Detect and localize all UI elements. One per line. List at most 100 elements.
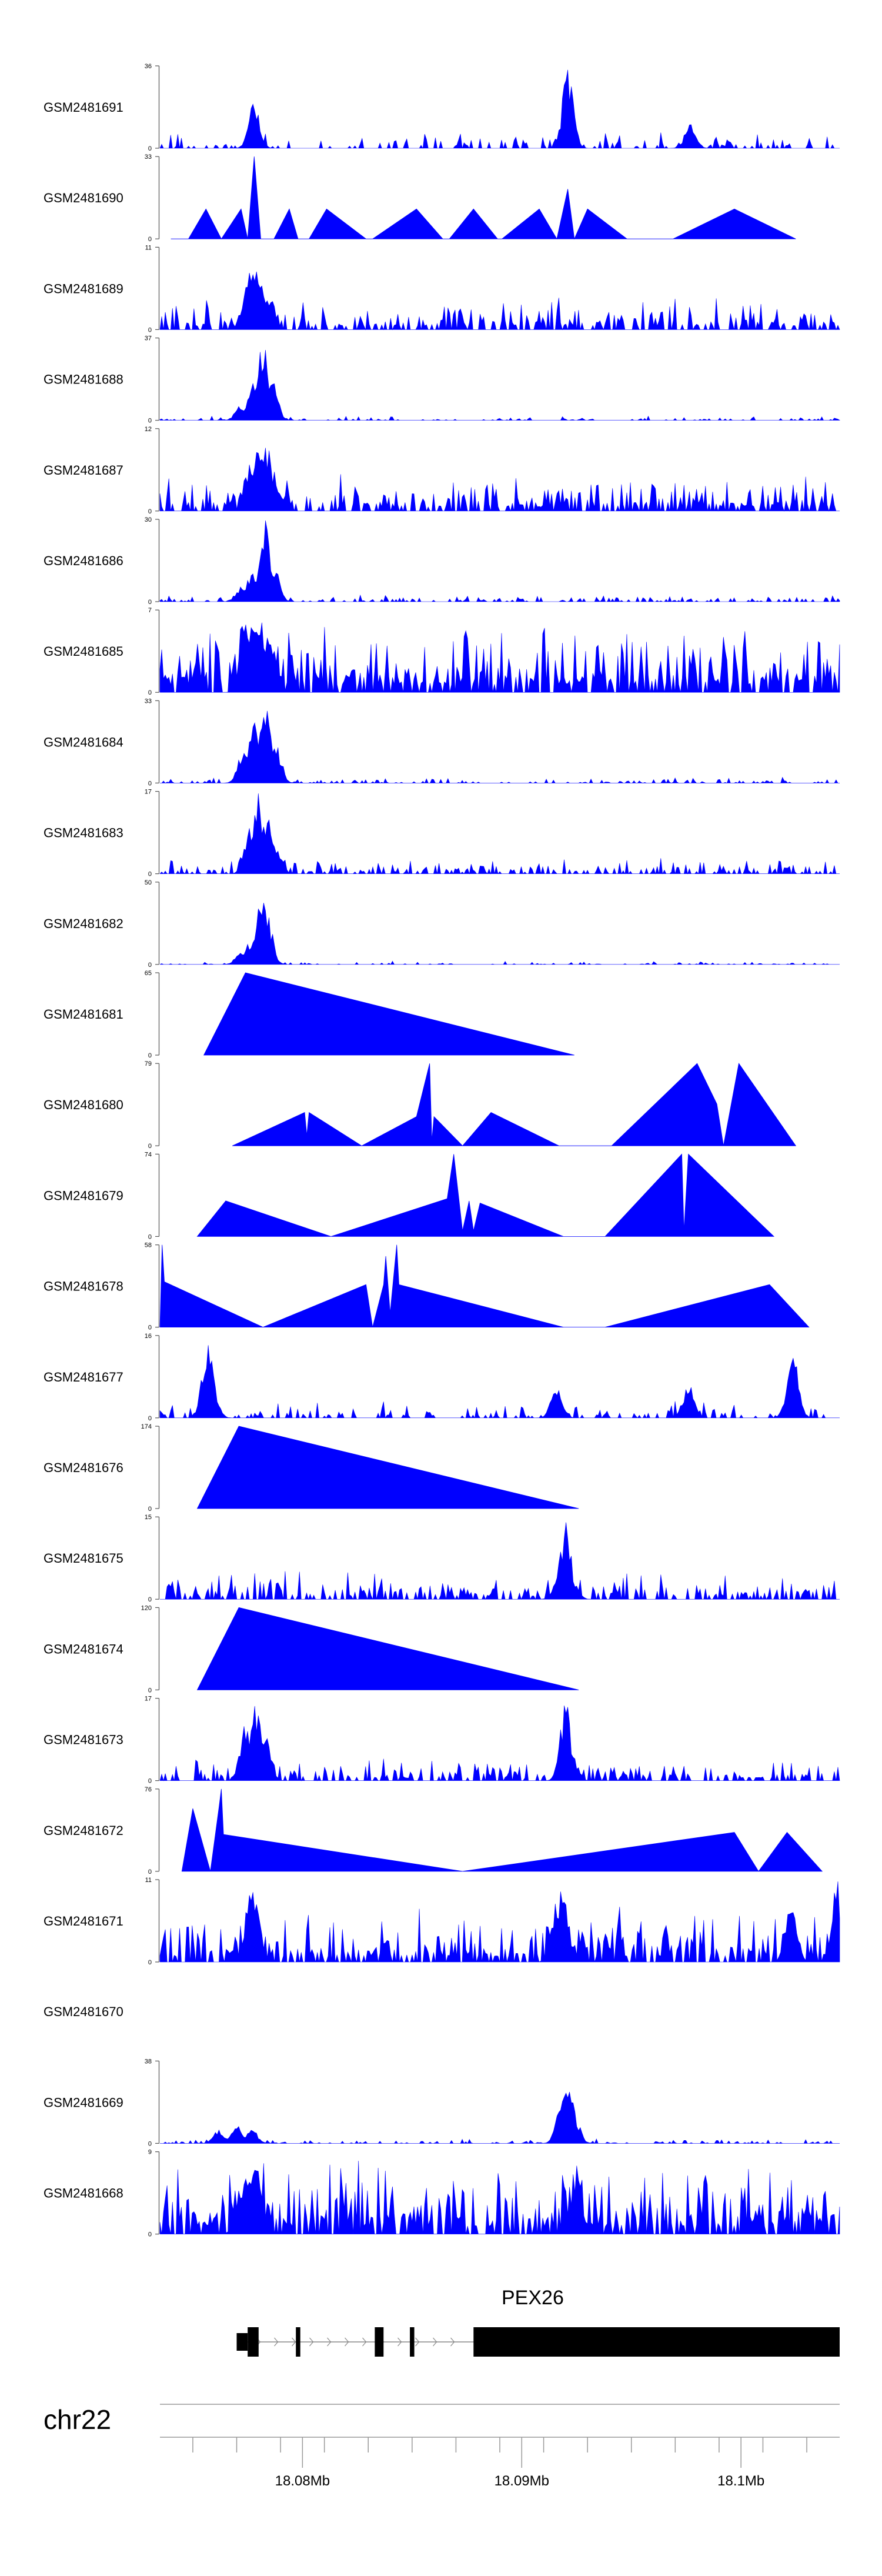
signal-area bbox=[196, 1426, 579, 1509]
y-tick-label-zero: 0 bbox=[148, 145, 152, 152]
track-label: GSM2481680 bbox=[44, 1097, 123, 1112]
y-tick-label-zero: 0 bbox=[148, 1233, 152, 1240]
track-GSM2481673: GSM2481673 17 0 bbox=[44, 1696, 840, 1785]
track-label: GSM2481675 bbox=[44, 1551, 123, 1566]
signal-area bbox=[159, 448, 840, 512]
y-tick-label-zero: 0 bbox=[148, 1868, 152, 1876]
track-label: GSM2481684 bbox=[44, 735, 123, 749]
strand-arrow bbox=[345, 2337, 349, 2347]
track-GSM2481685: GSM2481685 7 0 bbox=[44, 607, 840, 696]
signal-area bbox=[159, 1345, 840, 1419]
strand-arrow bbox=[309, 2337, 314, 2347]
signal-area bbox=[160, 1522, 840, 1600]
y-tick-label-zero: 0 bbox=[148, 1778, 152, 1785]
track-label: GSM2481687 bbox=[44, 463, 123, 478]
signal-area bbox=[159, 69, 840, 149]
y-tick-label-max: 50 bbox=[145, 879, 152, 886]
y-tick-label-zero: 0 bbox=[148, 1687, 152, 1694]
y-tick-label-zero: 0 bbox=[148, 2231, 152, 2238]
y-tick-label-max: 37 bbox=[145, 335, 152, 342]
y-tick-label-max: 30 bbox=[145, 516, 152, 523]
y-tick-label-max: 11 bbox=[145, 244, 152, 251]
y-tick-label-max: 36 bbox=[145, 63, 152, 70]
y-tick-label-max: 76 bbox=[145, 1786, 152, 1793]
track-GSM2481690: GSM2481690 33 0 bbox=[44, 154, 796, 243]
exon bbox=[410, 2327, 415, 2357]
y-tick-label-zero: 0 bbox=[148, 780, 152, 787]
signal-area bbox=[159, 271, 840, 331]
track-label: GSM2481691 bbox=[44, 100, 123, 115]
track-label: GSM2481676 bbox=[44, 1460, 123, 1475]
strand-arrow bbox=[415, 2337, 420, 2347]
track-GSM2481670: GSM2481670 bbox=[44, 2004, 123, 2019]
track-label: GSM2481683 bbox=[44, 826, 123, 840]
y-tick-label-zero: 0 bbox=[148, 599, 152, 606]
y-tick-label-max: 17 bbox=[145, 1696, 152, 1703]
exon bbox=[296, 2327, 300, 2357]
strand-arrow bbox=[362, 2337, 367, 2347]
y-tick-label-zero: 0 bbox=[148, 2140, 152, 2147]
track-label: GSM2481674 bbox=[44, 1641, 123, 1656]
y-tick-label-zero: 0 bbox=[148, 1506, 152, 1513]
y-tick-label-max: 79 bbox=[145, 1060, 152, 1067]
track-label: GSM2481689 bbox=[44, 281, 123, 296]
chromosome-label: chr22 bbox=[44, 2404, 111, 2435]
exon bbox=[248, 2327, 259, 2357]
signal-tracks: GSM2481691360GSM2481690330GSM2481689110G… bbox=[44, 63, 841, 2238]
exon bbox=[473, 2327, 840, 2357]
track-GSM2481672: GSM2481672 76 0 bbox=[44, 1786, 823, 1876]
track-label: GSM2481678 bbox=[44, 1279, 123, 1294]
signal-area bbox=[160, 2091, 840, 2144]
signal-area bbox=[159, 1706, 840, 1781]
signal-area bbox=[171, 156, 796, 240]
y-tick-label-max: 120 bbox=[141, 1604, 152, 1611]
track-label: GSM2481681 bbox=[44, 1007, 123, 1022]
track-label: GSM2481668 bbox=[44, 2186, 123, 2201]
track-label: GSM2481669 bbox=[44, 2095, 123, 2110]
signal-area bbox=[203, 972, 574, 1056]
signal-area bbox=[160, 710, 840, 784]
exon bbox=[236, 2333, 248, 2351]
track-GSM2481669: GSM2481669 38 0 bbox=[44, 2058, 840, 2147]
signal-area bbox=[159, 1881, 840, 1963]
y-tick-label-zero: 0 bbox=[148, 962, 152, 969]
signal-area bbox=[196, 1153, 775, 1237]
y-tick-label-max: 58 bbox=[145, 1242, 152, 1249]
strand-arrow bbox=[292, 2337, 296, 2347]
y-tick-label-zero: 0 bbox=[148, 1143, 152, 1150]
signal-area bbox=[159, 2161, 840, 2234]
x-tick-label: 18.08Mb bbox=[275, 2473, 330, 2489]
track-GSM2481682: GSM2481682 50 0 bbox=[44, 879, 840, 969]
y-tick-label-max: 9 bbox=[148, 2149, 152, 2156]
track-GSM2481686: GSM2481686 30 0 bbox=[44, 516, 840, 606]
exon bbox=[375, 2327, 384, 2357]
y-tick-label-zero: 0 bbox=[148, 1415, 152, 1422]
y-tick-label-zero: 0 bbox=[148, 508, 152, 515]
track-label: GSM2481686 bbox=[44, 553, 123, 568]
y-tick-label-max: 74 bbox=[145, 1151, 152, 1158]
gene-track: PEX26 bbox=[236, 2287, 840, 2357]
x-tick-label: 18.09Mb bbox=[495, 2473, 549, 2489]
y-tick-label-max: 16 bbox=[145, 1333, 152, 1340]
track-GSM2481691: GSM2481691 36 0 bbox=[44, 63, 840, 152]
track-label: GSM2481673 bbox=[44, 1733, 123, 1747]
y-tick-label-zero: 0 bbox=[148, 1959, 152, 1966]
y-tick-label-max: 15 bbox=[145, 1514, 152, 1521]
y-tick-label-zero: 0 bbox=[148, 1052, 152, 1059]
y-tick-label-max: 174 bbox=[141, 1423, 152, 1430]
y-tick-label-max: 17 bbox=[145, 789, 152, 796]
track-GSM2481668: GSM2481668 9 0 bbox=[44, 2149, 840, 2238]
track-GSM2481675: GSM2481675 15 0 bbox=[44, 1514, 840, 1603]
chromosome-axis: chr22 18.08Mb 18.09Mb 18.1Mb bbox=[44, 2404, 840, 2489]
signal-area bbox=[159, 350, 841, 421]
y-tick-label-max: 38 bbox=[145, 2058, 152, 2065]
signal-area bbox=[181, 1788, 823, 1872]
y-tick-label-zero: 0 bbox=[148, 1596, 152, 1603]
strand-arrow bbox=[274, 2337, 279, 2347]
track-label: GSM2481671 bbox=[44, 1914, 123, 1928]
y-tick-label-zero: 0 bbox=[148, 418, 152, 425]
track-label: GSM2481690 bbox=[44, 191, 123, 205]
strand-arrow bbox=[433, 2337, 437, 2347]
track-label: GSM2481670 bbox=[44, 2004, 123, 2019]
